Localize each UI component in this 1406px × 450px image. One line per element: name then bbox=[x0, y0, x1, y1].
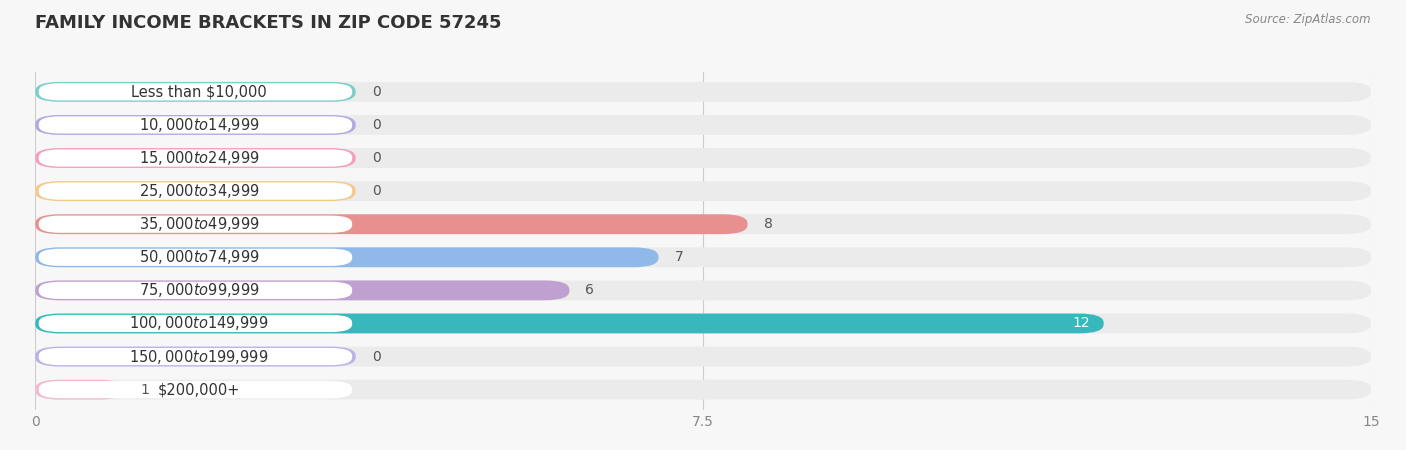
FancyBboxPatch shape bbox=[35, 115, 1371, 135]
Text: 0: 0 bbox=[371, 184, 381, 198]
FancyBboxPatch shape bbox=[35, 181, 1371, 201]
Text: $50,000 to $74,999: $50,000 to $74,999 bbox=[139, 248, 260, 266]
FancyBboxPatch shape bbox=[35, 280, 1371, 300]
Text: 12: 12 bbox=[1073, 316, 1091, 330]
FancyBboxPatch shape bbox=[39, 348, 352, 365]
Text: 8: 8 bbox=[763, 217, 772, 231]
Text: 6: 6 bbox=[585, 284, 595, 297]
Text: $25,000 to $34,999: $25,000 to $34,999 bbox=[139, 182, 260, 200]
FancyBboxPatch shape bbox=[35, 314, 1371, 333]
FancyBboxPatch shape bbox=[39, 117, 352, 134]
FancyBboxPatch shape bbox=[39, 83, 352, 100]
Text: $150,000 to $199,999: $150,000 to $199,999 bbox=[129, 347, 269, 365]
FancyBboxPatch shape bbox=[35, 214, 748, 234]
Text: $100,000 to $149,999: $100,000 to $149,999 bbox=[129, 315, 269, 333]
FancyBboxPatch shape bbox=[39, 249, 352, 266]
FancyBboxPatch shape bbox=[35, 314, 1104, 333]
Text: 0: 0 bbox=[371, 151, 381, 165]
FancyBboxPatch shape bbox=[39, 381, 352, 398]
Text: $15,000 to $24,999: $15,000 to $24,999 bbox=[139, 149, 260, 167]
FancyBboxPatch shape bbox=[35, 280, 569, 300]
FancyBboxPatch shape bbox=[35, 248, 658, 267]
Text: Less than $10,000: Less than $10,000 bbox=[131, 84, 267, 99]
Text: 0: 0 bbox=[371, 350, 381, 364]
FancyBboxPatch shape bbox=[35, 82, 1371, 102]
Text: $35,000 to $49,999: $35,000 to $49,999 bbox=[139, 215, 260, 233]
FancyBboxPatch shape bbox=[35, 380, 1371, 400]
Text: 0: 0 bbox=[371, 118, 381, 132]
Text: Source: ZipAtlas.com: Source: ZipAtlas.com bbox=[1246, 14, 1371, 27]
FancyBboxPatch shape bbox=[35, 148, 1371, 168]
FancyBboxPatch shape bbox=[39, 282, 352, 299]
Text: $10,000 to $14,999: $10,000 to $14,999 bbox=[139, 116, 260, 134]
FancyBboxPatch shape bbox=[35, 115, 356, 135]
Text: $200,000+: $200,000+ bbox=[157, 382, 240, 397]
FancyBboxPatch shape bbox=[35, 380, 124, 400]
FancyBboxPatch shape bbox=[35, 214, 1371, 234]
FancyBboxPatch shape bbox=[39, 149, 352, 166]
Text: 7: 7 bbox=[675, 250, 683, 264]
FancyBboxPatch shape bbox=[39, 315, 352, 332]
FancyBboxPatch shape bbox=[39, 216, 352, 233]
Text: FAMILY INCOME BRACKETS IN ZIP CODE 57245: FAMILY INCOME BRACKETS IN ZIP CODE 57245 bbox=[35, 14, 502, 32]
FancyBboxPatch shape bbox=[35, 248, 1371, 267]
FancyBboxPatch shape bbox=[39, 183, 352, 200]
Text: $75,000 to $99,999: $75,000 to $99,999 bbox=[139, 281, 260, 299]
FancyBboxPatch shape bbox=[35, 346, 356, 366]
FancyBboxPatch shape bbox=[35, 346, 1371, 366]
Text: 1: 1 bbox=[141, 382, 149, 396]
FancyBboxPatch shape bbox=[35, 82, 356, 102]
FancyBboxPatch shape bbox=[35, 181, 356, 201]
Text: 0: 0 bbox=[371, 85, 381, 99]
FancyBboxPatch shape bbox=[35, 148, 356, 168]
